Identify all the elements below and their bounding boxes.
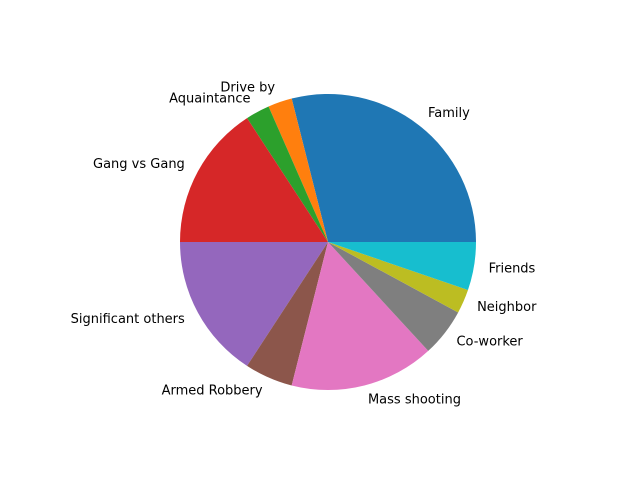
pie-label-neighbor: Neighbor: [477, 300, 537, 315]
pie-slice-mass-shooting: [291, 242, 429, 390]
pie-slice-gang-vs-gang: [180, 118, 328, 242]
pie-slice-friends: [328, 242, 476, 291]
pie-label-significant-others: Significant others: [71, 312, 185, 327]
pie-slices: [180, 94, 476, 390]
pie-label-armed-robbery: Armed Robbery: [162, 384, 263, 399]
pie-label-family: Family: [428, 106, 470, 121]
pie-slice-significant-others: [180, 242, 328, 366]
pie-label-friends: Friends: [489, 261, 536, 276]
pie-slice-co-worker: [328, 242, 459, 351]
pie-slice-armed-robbery: [247, 242, 328, 386]
pie-slice-neighbor: [328, 242, 468, 313]
pie-label-aquaintance: Aquaintance: [169, 91, 250, 106]
pie-slice-drive-by: [268, 98, 328, 242]
pie-slice-aquaintance: [247, 106, 328, 242]
pie-label-gang-vs-gang: Gang vs Gang: [93, 157, 185, 172]
pie-slice-family: [291, 94, 476, 242]
pie-label-mass-shooting: Mass shooting: [368, 392, 461, 407]
pie-label-drive-by: Drive by: [220, 81, 275, 96]
pie-label-co-worker: Co-worker: [456, 334, 523, 349]
